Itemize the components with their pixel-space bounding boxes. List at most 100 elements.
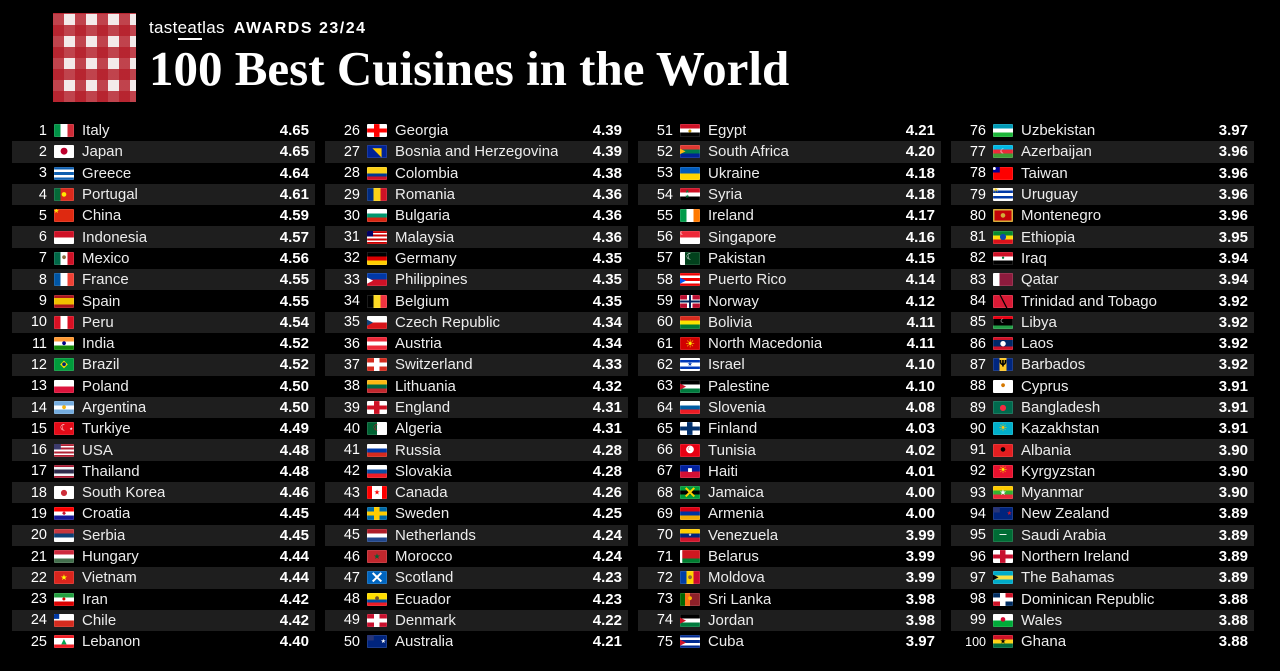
rank-number: 67 bbox=[656, 463, 673, 480]
country-name: Switzerland bbox=[395, 356, 473, 374]
country-flag-icon bbox=[367, 166, 387, 180]
cuisine-score: 4.03 bbox=[905, 420, 935, 438]
country-flag-icon: ● bbox=[54, 486, 74, 500]
cuisine-score: 3.94 bbox=[1218, 249, 1248, 267]
ranking-row: 79 ☀ Uruguay 3.96 bbox=[951, 183, 1254, 206]
flag-emblem: ● bbox=[61, 254, 67, 261]
cuisine-score: 4.28 bbox=[592, 441, 622, 459]
country-name: Belarus bbox=[708, 548, 759, 566]
country-flag-icon bbox=[367, 358, 387, 372]
country-name: Sri Lanka bbox=[708, 590, 772, 608]
rank-number: 99 bbox=[969, 612, 986, 629]
country-name: Bosnia and Herzegovina bbox=[395, 143, 559, 161]
country-name: China bbox=[82, 207, 122, 225]
flag-emblem: ● bbox=[61, 190, 67, 198]
cuisine-score: 4.23 bbox=[592, 590, 622, 608]
cuisine-score: 3.96 bbox=[1218, 164, 1248, 182]
rank-number: 70 bbox=[656, 527, 673, 544]
ranking-row: 21 Hungary 4.44 bbox=[12, 546, 315, 567]
rank-number: 38 bbox=[343, 378, 360, 395]
rank-number: 55 bbox=[656, 207, 673, 224]
cuisine-score: 3.99 bbox=[905, 548, 935, 566]
ranking-row: 15 ☾ ★ Turkiye 4.49 bbox=[12, 418, 315, 439]
country-name: Lebanon bbox=[82, 633, 141, 651]
country-name: Libya bbox=[1021, 313, 1057, 331]
rank-number: 36 bbox=[343, 335, 360, 352]
ranking-row: 98 Dominican Republic 3.88 bbox=[951, 589, 1254, 610]
rank-number: 90 bbox=[969, 420, 986, 437]
ranking-row: 87 Ψ Barbados 3.92 bbox=[951, 354, 1254, 376]
ranking-row: 70 ★ Venezuela 3.99 bbox=[638, 524, 941, 546]
flag-emblem: ● bbox=[1000, 211, 1006, 219]
cuisine-score: 4.34 bbox=[592, 335, 622, 353]
cuisine-score: 4.11 bbox=[906, 335, 935, 353]
ranking-row: 53 Ukraine 4.18 bbox=[638, 163, 941, 184]
rank-number: 54 bbox=[656, 186, 673, 203]
ranking-row: 30 Bulgaria 4.36 bbox=[325, 205, 628, 226]
flag-emblem: ☾ bbox=[59, 423, 69, 434]
country-flag-icon: × bbox=[680, 486, 700, 500]
ranking-row: 46 ★ Morocco 4.24 bbox=[325, 546, 628, 567]
country-name: Spain bbox=[82, 292, 121, 310]
country-flag-icon bbox=[367, 443, 387, 457]
cuisine-score: 4.35 bbox=[592, 292, 622, 310]
cuisine-score: 3.96 bbox=[1218, 207, 1248, 225]
ranking-row: 57 ☾ Pakistan 4.15 bbox=[638, 248, 941, 269]
country-name: Armenia bbox=[708, 505, 764, 523]
rank-number: 79 bbox=[969, 186, 986, 203]
rank-number: 75 bbox=[656, 633, 673, 650]
country-name: Ukraine bbox=[708, 164, 760, 182]
country-name: Albania bbox=[1021, 441, 1072, 459]
country-flag-icon: ■ ★ bbox=[993, 507, 1013, 521]
cuisine-score: 4.32 bbox=[592, 377, 622, 395]
rank-number: 22 bbox=[30, 569, 47, 586]
ranking-row: 90 ☀ Kazakhstan 3.91 bbox=[951, 418, 1254, 439]
flag-emblem: ◆ bbox=[62, 510, 66, 517]
ranking-row: 45 Netherlands 4.24 bbox=[325, 524, 628, 546]
country-name: Saudi Arabia bbox=[1021, 526, 1107, 544]
country-name: India bbox=[82, 335, 115, 353]
ranking-row: 8 France 4.55 bbox=[12, 269, 315, 291]
cuisine-score: 4.18 bbox=[905, 186, 935, 204]
ranking-row: 61 ☀ North Macedonia 4.11 bbox=[638, 333, 941, 354]
rank-number: 2 bbox=[38, 143, 47, 160]
country-flag-icon bbox=[367, 337, 387, 351]
flag-emblem: ● bbox=[688, 127, 692, 133]
country-flag-icon: ■ bbox=[54, 613, 74, 627]
flag-emblem: ☾ bbox=[685, 252, 695, 263]
ranking-row: 39 England 4.31 bbox=[325, 396, 628, 419]
flag-emblem: ● bbox=[1000, 382, 1006, 389]
cuisine-score: 3.97 bbox=[1218, 122, 1248, 140]
cuisine-score: 4.15 bbox=[905, 249, 935, 267]
ranking-row: 24 ■ Chile 4.42 bbox=[12, 609, 315, 632]
rank-number: 62 bbox=[656, 356, 673, 373]
flag-emblem: ▌ bbox=[680, 550, 688, 564]
flag-emblem: ■ bbox=[993, 507, 1001, 516]
country-name: Bulgaria bbox=[395, 207, 451, 225]
rank-number: 83 bbox=[969, 271, 986, 288]
rank-number: 27 bbox=[343, 143, 360, 160]
country-name: Thailand bbox=[82, 462, 140, 480]
cuisine-score: 4.36 bbox=[592, 186, 622, 204]
ranking-row: 9 Spain 4.55 bbox=[12, 290, 315, 311]
country-flag-icon: ▶ bbox=[367, 273, 387, 287]
rank-number: 24 bbox=[30, 612, 47, 629]
ranking-row: 58 ▶ Puerto Rico 4.14 bbox=[638, 269, 941, 291]
country-name: Brazil bbox=[82, 356, 120, 374]
tasteatlas-gingham-logo-icon bbox=[53, 13, 136, 102]
flag-emblem: ▲ bbox=[61, 637, 67, 646]
rank-number: 77 bbox=[969, 143, 986, 160]
ranking-row: 48 ● Ecuador 4.23 bbox=[325, 589, 628, 610]
flag-emblem: ● bbox=[1000, 446, 1006, 454]
country-name: Kazakhstan bbox=[1021, 420, 1100, 438]
rank-number: 71 bbox=[656, 548, 673, 565]
ranking-row: 99 ● Wales 3.88 bbox=[951, 609, 1254, 632]
cuisine-score: 4.24 bbox=[592, 526, 622, 544]
flag-emblem: ◆ bbox=[60, 358, 68, 370]
country-flag-icon: ★ bbox=[993, 635, 1013, 649]
cuisine-score: 3.91 bbox=[1218, 377, 1248, 395]
country-flag-icon: ☀ bbox=[680, 337, 700, 351]
cuisine-score: 4.36 bbox=[592, 207, 622, 225]
country-flag-icon bbox=[54, 379, 74, 393]
country-name: Hungary bbox=[82, 548, 139, 566]
